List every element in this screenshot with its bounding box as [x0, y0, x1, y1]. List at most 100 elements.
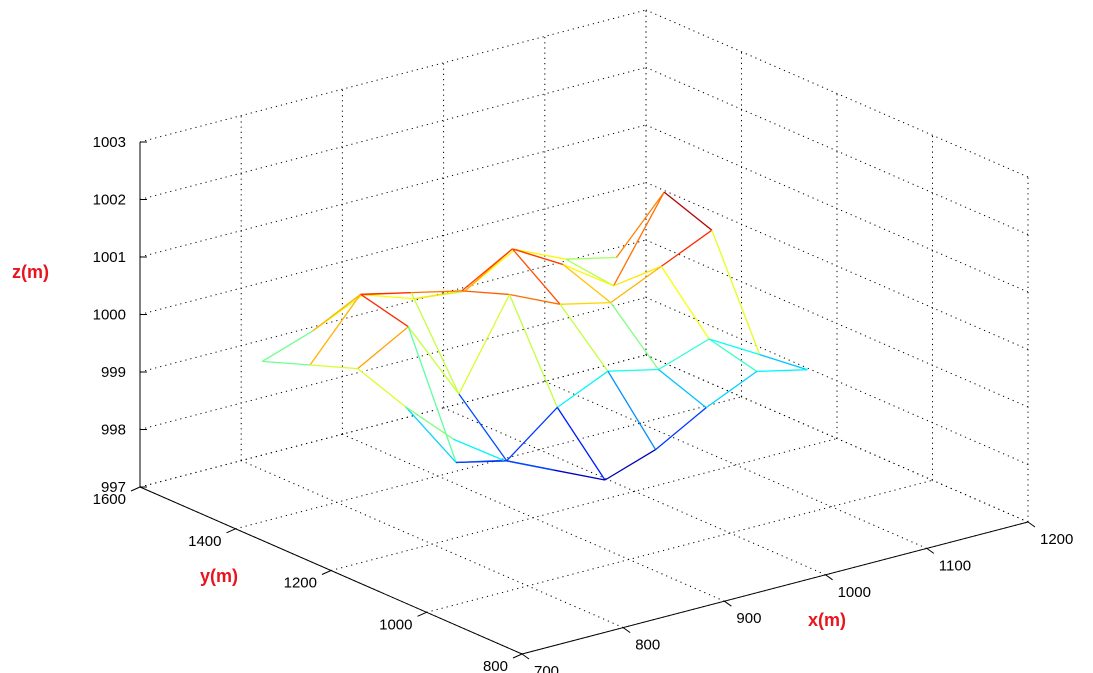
grid-line: [139, 182, 647, 315]
y-tick-mark: [130, 486, 141, 492]
mesh-edge: [309, 364, 358, 370]
mesh-edge: [759, 353, 808, 371]
mesh-edge: [363, 294, 415, 300]
y-tick-mark: [417, 611, 427, 617]
mesh-edge: [756, 369, 808, 373]
mesh-edge: [405, 406, 454, 440]
x-tick-mark: [521, 653, 530, 660]
mesh-edge: [407, 326, 457, 463]
mesh-edge: [312, 293, 361, 332]
mesh-edge: [655, 407, 707, 451]
mesh-edge: [610, 265, 662, 304]
y-tick-mark: [226, 528, 236, 534]
grid-line: [139, 67, 647, 200]
grid-line: [330, 438, 838, 571]
mesh-edge: [456, 459, 504, 464]
x-tick-label: 1000: [838, 584, 871, 601]
mesh-edge: [565, 256, 617, 260]
x-tick-mark: [1027, 521, 1036, 528]
x-tick-label: 800: [635, 637, 660, 654]
mesh-edge: [261, 330, 314, 362]
mesh-edge: [411, 290, 462, 294]
z-tick-label: 1001: [93, 249, 126, 266]
z-tick-label: 1002: [93, 192, 126, 209]
x-tick-mark: [622, 627, 631, 634]
mesh-edge: [458, 393, 508, 462]
mesh-edge: [607, 370, 657, 450]
y-tick-mark: [512, 653, 523, 659]
x-tick-mark: [724, 600, 732, 607]
mesh-edge: [613, 265, 662, 287]
x-tick-label: 900: [736, 610, 761, 627]
x-tick-mark: [926, 547, 935, 554]
mesh-edge: [604, 449, 656, 481]
grid-line: [645, 182, 1029, 350]
mesh-edge: [556, 407, 606, 481]
grid-line: [139, 9, 647, 143]
mesh-edge: [511, 248, 561, 305]
mesh-edge: [503, 459, 555, 471]
mesh-edge: [360, 291, 412, 295]
x-tick-label: 700: [534, 663, 559, 673]
surface-mesh: [261, 191, 808, 481]
y-tick-label: 1400: [188, 533, 221, 550]
z-tick-label: 998: [101, 422, 126, 439]
mesh-edge: [615, 191, 665, 258]
x-tick-label: 1200: [1040, 531, 1073, 548]
y-axis-label: y(m): [200, 566, 238, 586]
mesh-edge: [660, 229, 713, 267]
y-tick-label: 800: [483, 658, 508, 673]
mesh-edge: [452, 438, 505, 461]
mesh-edge: [660, 266, 710, 340]
mesh-edge: [357, 326, 409, 370]
mesh-edge: [405, 406, 457, 463]
mesh-edge: [658, 368, 707, 409]
z-tick-label: 997: [101, 479, 126, 496]
y-tick-label: 1600: [93, 491, 126, 508]
mesh-edge: [461, 248, 513, 292]
grid-line: [235, 396, 742, 530]
grid-line: [645, 354, 1029, 523]
mesh-edge: [607, 368, 659, 372]
x-axis-line: [521, 521, 1029, 655]
mesh-edge: [559, 303, 609, 372]
grid-line: [139, 239, 647, 373]
mesh-edge: [658, 338, 710, 371]
mesh-edge: [407, 326, 460, 395]
mesh-edge: [458, 294, 511, 395]
grid-line: [139, 354, 647, 488]
mesh-edge: [708, 338, 758, 372]
grid-line: [544, 380, 928, 549]
mesh-edge: [556, 370, 609, 408]
mesh-edge: [506, 406, 558, 462]
mesh-edge: [663, 191, 713, 231]
mesh-edge: [360, 293, 409, 328]
tick-labels: 700 800 900 1000 1100 1200 800 1000 1200 1400 1600…: [93, 134, 1074, 673]
mesh-edge: [309, 293, 362, 366]
mesh-edge: [508, 294, 558, 408]
mesh-edge: [515, 248, 566, 260]
grid-lines: [139, 9, 1029, 655]
mesh-edge: [512, 248, 564, 266]
mesh-edge: [708, 338, 760, 356]
mesh-edge: [509, 293, 561, 305]
z-tick-label: 1000: [93, 307, 126, 324]
x-tick-mark: [825, 574, 833, 581]
mesh-edge: [610, 302, 660, 370]
mesh-edge: [562, 263, 614, 287]
grid-line: [645, 9, 1029, 178]
mesh-edge: [554, 469, 606, 481]
mesh-edge: [413, 290, 462, 300]
y-tick-label: 1000: [379, 616, 412, 633]
grid-line: [645, 124, 1029, 293]
z-axis-label: z(m): [12, 262, 49, 282]
grid-line: [645, 239, 1029, 408]
grid-line: [645, 67, 1029, 235]
grid-line: [443, 407, 826, 576]
z-tick-label: 1003: [93, 134, 126, 151]
y-tick-label: 1200: [284, 575, 317, 592]
z-tick-label: 999: [101, 364, 126, 381]
mesh-edge: [613, 191, 665, 287]
mesh-edge: [711, 229, 761, 355]
